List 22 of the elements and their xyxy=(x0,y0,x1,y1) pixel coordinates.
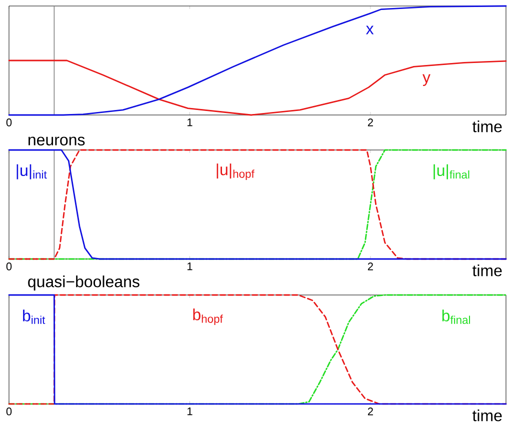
x-tick-label: 1 xyxy=(188,262,192,270)
x-tick-label: 1 xyxy=(188,408,192,416)
series-label: |u|$_{final}$ xyxy=(434,164,470,180)
x-tick-label: 0 xyxy=(6,118,12,126)
x-tick-label: 2 xyxy=(368,118,373,126)
x-tick-label: 2 xyxy=(368,262,373,270)
x-axis-title: time xyxy=(472,120,502,132)
series-label: b$_{hopf}$ xyxy=(193,308,223,326)
series-label: y xyxy=(422,74,430,86)
chart-title: neurons xyxy=(28,136,85,146)
series-label: x xyxy=(366,26,374,34)
x-axis-title: time xyxy=(472,410,502,422)
x-tick-label: 1 xyxy=(188,118,192,126)
series-label: b$_{final}$ xyxy=(442,310,470,324)
x-tick-label: 2 xyxy=(368,408,373,416)
series-label: b$_{init}$ xyxy=(23,310,46,324)
chart-title: quasi−booleans xyxy=(28,276,140,290)
x-tick-label: 0 xyxy=(6,408,12,416)
x-axis-title: time xyxy=(472,264,502,276)
series-label: |u|$_{init}$ xyxy=(16,164,47,180)
x-tick-label: 0 xyxy=(6,262,12,270)
series-label: |u|$_{hopf}$ xyxy=(216,164,254,180)
